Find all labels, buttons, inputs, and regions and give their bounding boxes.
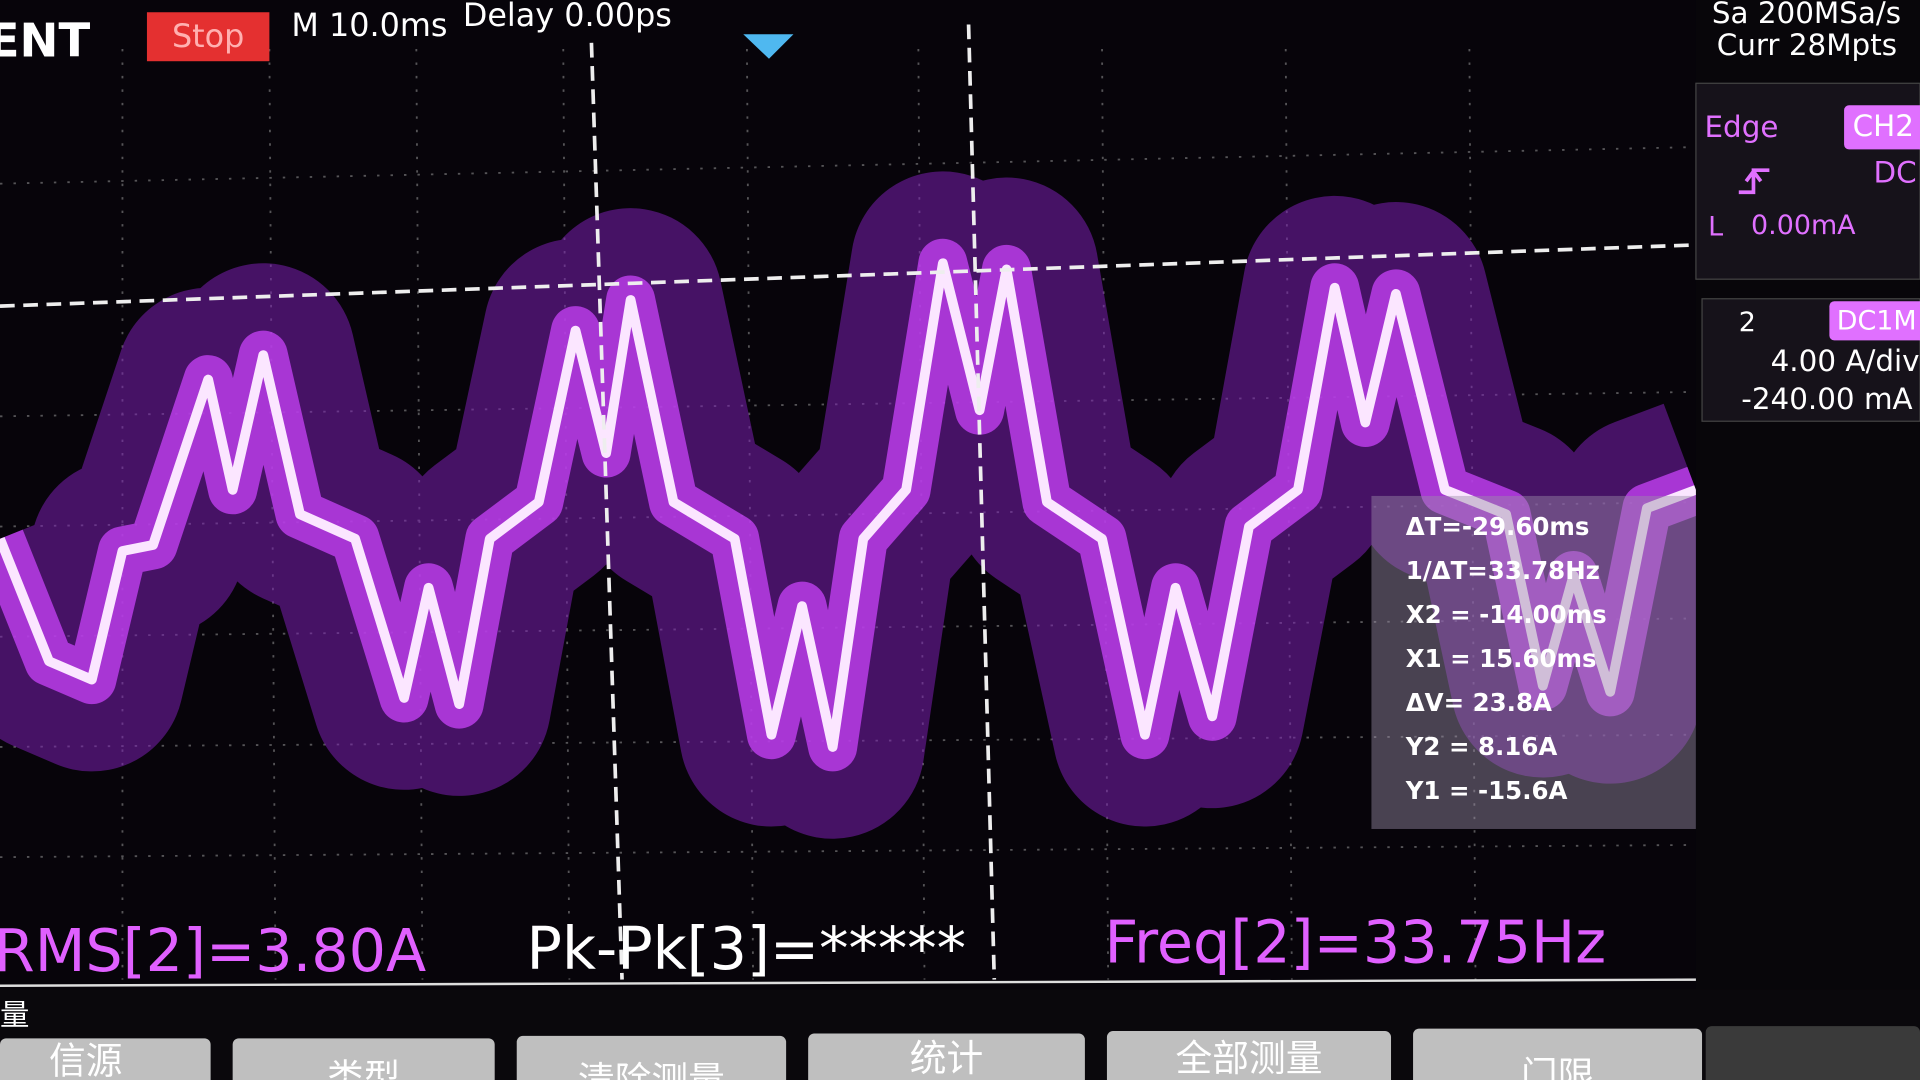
channel-scale: 4.00 A/div [1771, 344, 1920, 378]
plot-border [0, 978, 1709, 987]
menu-button[interactable] [0, 1038, 211, 1080]
trigger-position-marker [743, 34, 794, 59]
brand: ENT [0, 14, 90, 68]
cursor-box [1371, 495, 1696, 829]
edge-icon [1738, 168, 1770, 195]
menu-button[interactable] [1106, 1031, 1392, 1080]
delay: Delay 0.00ps [463, 0, 672, 34]
channel-coupling: DC1M [1837, 306, 1917, 337]
channel-coupling-badge [1829, 301, 1920, 341]
menu-button-label[interactable]: 类型 [327, 1057, 400, 1080]
cursor-readouts: ΔT=-29.60ms 1/ΔT=33.78Hz X2 = -14.00ms X… [1405, 512, 1607, 805]
measurement: Pk-Pk[3]=***** [527, 914, 967, 983]
measurements: RMS[2]=3.80A Pk-Pk[3]=***** Freq[2]=33.7… [0, 908, 1606, 986]
menu-button[interactable] [808, 1033, 1085, 1080]
cursor-readout: Y1 = -15.6A [1405, 776, 1568, 805]
trigger-source-badge [1844, 105, 1920, 150]
cursor-readout: X1 = 15.60ms [1406, 644, 1597, 673]
menu-button-label[interactable]: 统计 [910, 1037, 983, 1080]
menu-button-label[interactable]: 全部测量 [1176, 1037, 1323, 1080]
trigger-level: 0.00mA [1751, 210, 1856, 241]
menu-title: 量 [0, 998, 29, 1032]
cursor-readout: ΔV= 23.8A [1406, 688, 1552, 717]
cursor-lines [0, 24, 1696, 980]
measurement: Freq[2]=33.75Hz [1104, 908, 1606, 977]
menu-button[interactable] [516, 1035, 787, 1080]
menu-button-label[interactable]: 门限 [1521, 1054, 1594, 1080]
cursor-readout: 1/ΔT=33.78Hz [1406, 556, 1600, 585]
status-badge [146, 12, 270, 62]
waveform [0, 171, 1739, 839]
cursor-readout: Y2 = 8.16A [1405, 732, 1558, 761]
trigger-source: CH2 [1853, 109, 1914, 143]
run-status: Stop [172, 17, 244, 55]
measurement: RMS[2]=3.80A [0, 916, 426, 985]
trigger-level-label: L [1708, 211, 1723, 242]
memory-depth: Curr 28Mpts [1717, 28, 1897, 62]
trigger-type: Edge [1704, 110, 1778, 144]
cursor-readout: ΔT=-29.60ms [1406, 512, 1590, 541]
timebase: M 10.0ms [291, 6, 447, 44]
menu-button[interactable] [1413, 1028, 1703, 1080]
menu-button[interactable] [232, 1038, 495, 1080]
channel-number: 2 [1739, 307, 1756, 338]
channel-offset: -240.00 mA [1741, 382, 1912, 416]
cursor-readout: X2 = -14.00ms [1406, 600, 1607, 629]
sample-rate: Sa 200MSa/s [1712, 0, 1901, 30]
menu-button-blank [1705, 1026, 1920, 1080]
trigger-coupling: DC [1873, 155, 1916, 189]
menu-button-label[interactable]: 信源 [49, 1039, 122, 1080]
menu-button-label[interactable]: 清除测量 [578, 1059, 725, 1080]
